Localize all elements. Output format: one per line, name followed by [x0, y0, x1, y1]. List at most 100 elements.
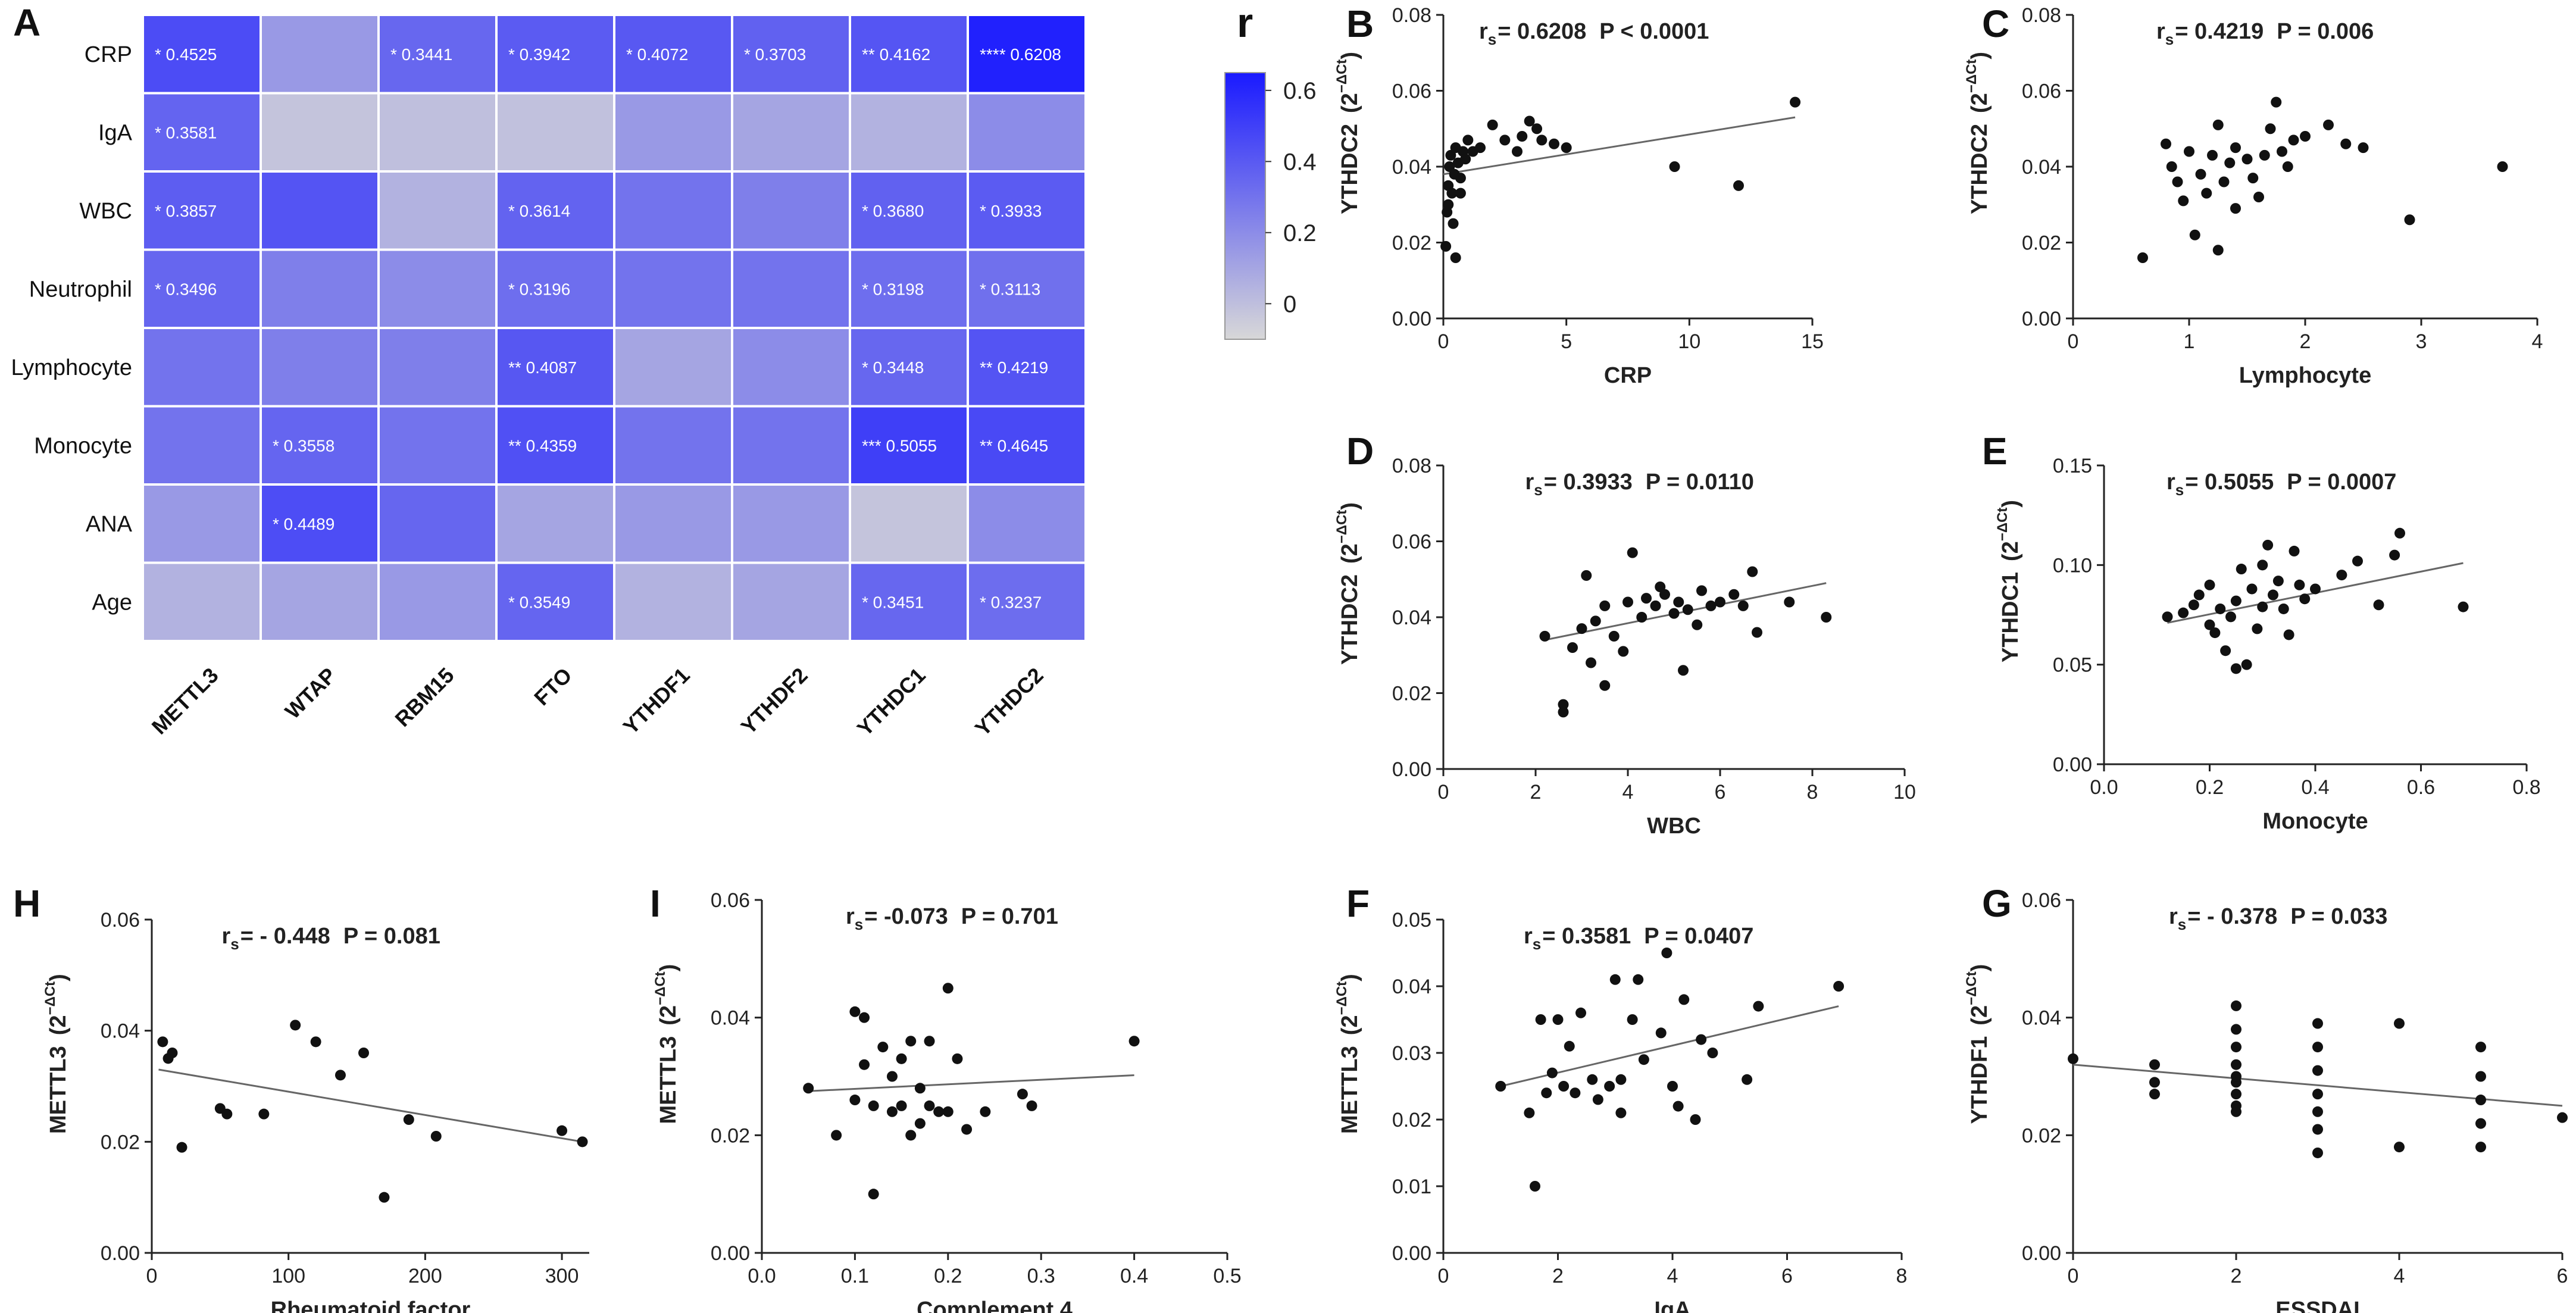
heatmap-row-label: IgA: [98, 120, 133, 145]
y-tick-label: 0.08: [1392, 455, 1431, 477]
y-tick-label: 0.05: [2053, 654, 2092, 677]
y-axis-label-gene: METTL3: [46, 1046, 71, 1134]
data-point: [886, 1106, 898, 1117]
data-point: [2188, 599, 2199, 611]
stat-annotation: rs= - 0.378 P = 0.033: [2169, 904, 2387, 933]
heatmap-cell: [613, 170, 733, 251]
heatmap-cell-label: * 0.3933: [980, 202, 1042, 220]
stat-r-value: = -0.073: [864, 904, 948, 929]
data-point: [952, 1053, 963, 1064]
heatmap-column-label: WTAP: [280, 663, 341, 724]
data-point: [1752, 627, 1762, 638]
y-tick-label: 0.06: [1392, 80, 1431, 103]
heatmap-cell-label: * 0.3441: [390, 45, 452, 64]
data-point: [157, 1036, 168, 1048]
y-tick-label: 0.00: [2053, 754, 2092, 776]
x-tick-label: 6: [1781, 1265, 1793, 1287]
y-tick-label: 0.04: [711, 1007, 750, 1030]
data-point: [1737, 600, 1749, 611]
data-point: [2220, 645, 2231, 656]
x-tick-label: 0.3: [1027, 1265, 1055, 1287]
data-point: [2271, 96, 2282, 108]
data-point: [2212, 245, 2224, 256]
y-tick-label: 0.05: [1392, 909, 1431, 931]
heatmap-cell: [849, 92, 969, 173]
heatmap-cell-label: * 0.3451: [862, 593, 924, 611]
heatmap-cell: [495, 405, 615, 486]
colorbar-title: r: [1237, 0, 1253, 46]
data-point: [1575, 1007, 1586, 1018]
data-point: [1618, 646, 1629, 657]
y-axis-label-gene: METTL3: [1337, 1046, 1362, 1134]
heatmap-cell-label: *** 0.5055: [862, 436, 937, 455]
x-axis-label: Rheumatoid factor: [271, 1298, 471, 1313]
regression-line: [158, 1068, 583, 1143]
y-axis-label-unit: (2: [1337, 1015, 1362, 1035]
x-tick-label: 0.8: [2512, 776, 2540, 799]
data-point: [2312, 1089, 2323, 1100]
y-axis-label-unit: (2: [656, 1005, 681, 1026]
scatter-panel-h: H 0.00 0.02 0.04 0.06 0 100 200 300 Rheumatoid fa…: [13, 882, 589, 1313]
y-tick-label: 0.06: [1392, 531, 1431, 554]
data-point: [1608, 630, 1620, 642]
data-point: [1517, 131, 1528, 142]
data-point: [557, 1125, 568, 1136]
data-point: [430, 1131, 442, 1142]
data-point: [1455, 187, 1466, 199]
data-point: [2224, 157, 2236, 168]
heatmap-column-label: YTHDF2: [736, 663, 812, 739]
heatmap-column-label: FTO: [529, 663, 576, 710]
data-point: [1669, 161, 1680, 172]
heatmap-cell-label: * 0.3942: [508, 45, 570, 64]
heatmap-cell: [613, 561, 733, 642]
y-tick-label: 0.00: [2022, 308, 2061, 330]
data-point: [2172, 176, 2183, 187]
x-tick-label: 100: [271, 1265, 305, 1287]
heatmap-cell-label: ** 0.4219: [980, 358, 1048, 377]
data-point: [1450, 252, 1461, 263]
data-point: [2149, 1089, 2160, 1100]
heatmap-row-label: Monocyte: [34, 433, 132, 458]
data-point: [2236, 564, 2247, 575]
heatmap-cell: [967, 327, 1087, 408]
data-point: [1821, 612, 1832, 623]
data-point: [2312, 1147, 2323, 1158]
heatmap-cell: [142, 561, 262, 642]
x-tick-label: 0.6: [2407, 776, 2435, 799]
data-point: [1627, 1014, 1638, 1025]
x-tick-label: 2: [2231, 1265, 2242, 1287]
data-point: [1558, 699, 1569, 710]
heatmap-cell: [495, 561, 615, 642]
data-point: [942, 1106, 954, 1117]
heatmap-cell: [495, 92, 615, 173]
heatmap-cell: [731, 327, 851, 408]
x-tick-label: 6: [1715, 781, 1726, 804]
data-point: [2204, 579, 2215, 590]
stat-p-value: P = 0.033: [2290, 904, 2387, 929]
heatmap-column-label: YTHDF1: [618, 663, 695, 739]
heatmap-cell: [377, 14, 498, 95]
y-axis-label: YTHDC1 (2−ΔCt): [1994, 500, 2023, 662]
data-point: [1627, 547, 1638, 558]
data-point: [2404, 214, 2415, 226]
stat-annotation: rs= 0.3581 P = 0.0407: [1524, 924, 1753, 953]
y-axis-label-gene: METTL3: [656, 1036, 681, 1124]
heatmap-cell: [377, 170, 498, 251]
data-point: [2195, 168, 2206, 180]
panel-letter-g: G: [1982, 882, 2012, 925]
heatmap-cell: [260, 170, 380, 251]
y-tick-label: 0.06: [2022, 889, 2061, 912]
heatmap-cell-label: * 0.3198: [862, 280, 924, 298]
data-point: [2394, 1018, 2405, 1029]
stat-subscript: s: [1533, 935, 1541, 953]
heatmap-cell: [967, 405, 1087, 486]
stat-p-value: P = 0.701: [961, 904, 1058, 929]
data-point: [1604, 1081, 1615, 1092]
stat-annotation: rs= 0.6208 P < 0.0001: [1479, 19, 1709, 48]
heatmap-cell-label: * 0.4489: [273, 515, 334, 533]
data-point: [1690, 1114, 1701, 1125]
data-point: [2068, 1053, 2078, 1064]
stat-annotation: rs= - 0.448 P = 0.081: [222, 924, 440, 953]
data-point: [1650, 600, 1661, 611]
y-axis-label-unit: (2: [46, 1015, 71, 1035]
